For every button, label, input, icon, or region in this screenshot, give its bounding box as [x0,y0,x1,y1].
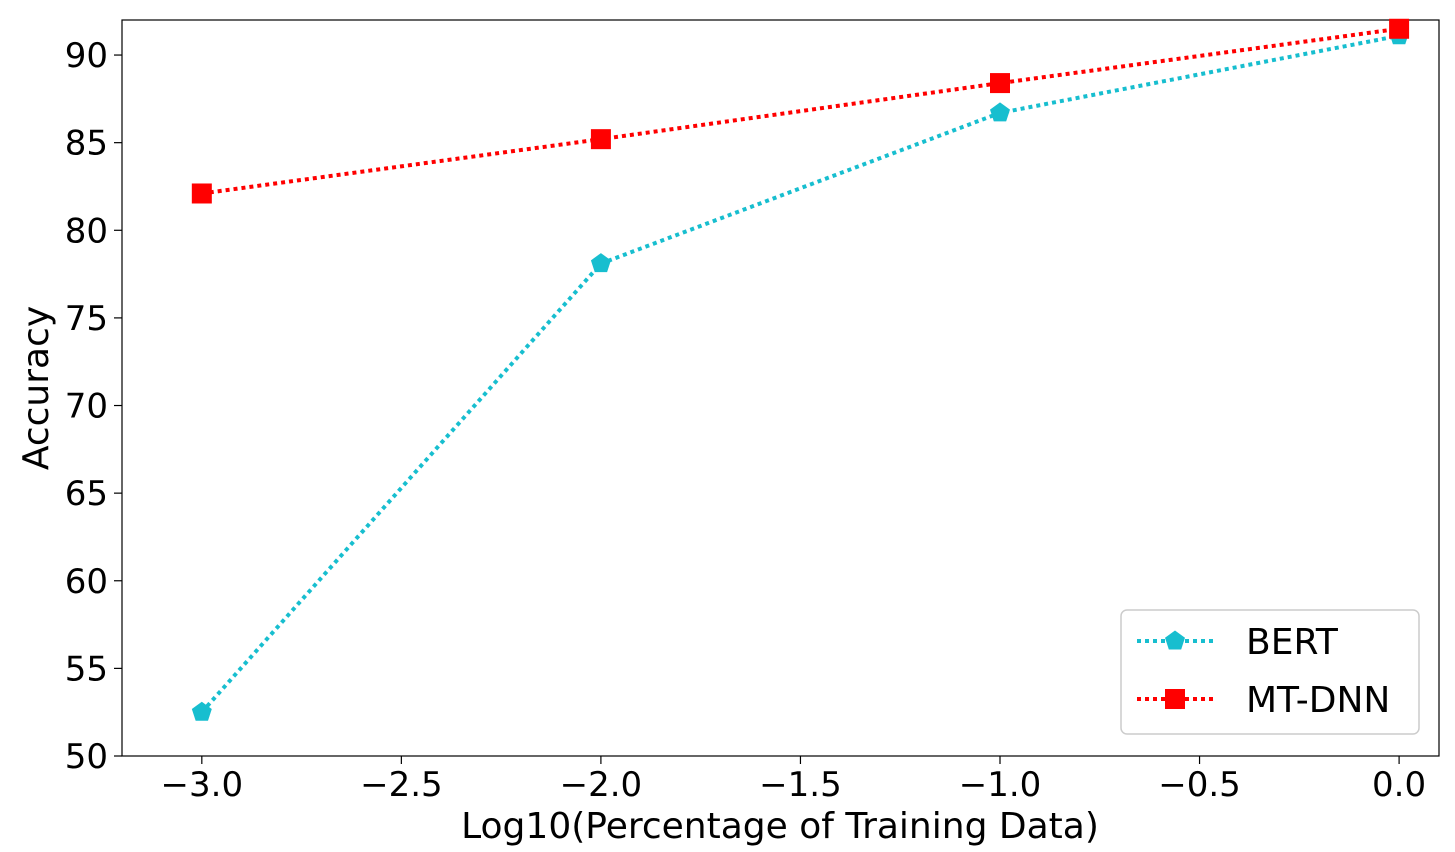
y-axis: 50 55 60 65 70 75 80 85 90 [65,36,122,777]
y-tick-label: 70 [65,387,108,427]
legend-marker-bert [1165,630,1185,650]
data-point-mt-dnn [191,183,212,204]
y-tick-label: 50 [65,737,108,777]
legend-label-bert: BERT [1246,622,1339,663]
series-line-mt-dnn [201,26,1400,196]
legend-marker-mt-dnn [1165,689,1185,709]
y-tick-label: 60 [65,562,108,602]
data-point-mt-dnn [590,129,611,150]
x-tick-label: −0.5 [1158,765,1241,805]
x-tick-label: −1.0 [959,765,1042,805]
x-axis-label: Log10(Percentage of Training Data) [461,806,1099,847]
series-layer [191,18,1410,721]
x-tick-label: 0.0 [1372,765,1426,805]
y-tick-label: 65 [65,474,108,514]
y-tick-label: 90 [65,36,108,76]
legend-entry-bert: BERT [1137,622,1339,663]
data-point-mt-dnn [1389,18,1410,39]
y-tick-label: 55 [65,649,108,689]
series-mt-dnn [191,18,1410,204]
data-point-bert [590,253,611,273]
y-tick-label: 75 [65,299,108,339]
x-tick-label: −2.0 [560,765,643,805]
y-axis-label: Accuracy [16,306,57,470]
x-axis: −3.0 −2.5 −2.0 −1.5 −1.0 −0.5 0.0 [161,756,1426,805]
x-tick-label: −3.0 [161,765,244,805]
data-point-bert [191,701,212,721]
x-tick-label: −2.5 [360,765,443,805]
data-point-mt-dnn [990,73,1010,94]
y-tick-label: 85 [65,124,108,164]
x-tick-label: −1.5 [759,765,842,805]
legend-entry-mt-dnn: MT-DNN [1137,680,1390,721]
legend-label-mt-dnn: MT-DNN [1246,680,1390,721]
legend: BERT MT-DNN [1120,609,1420,735]
data-point-bert [990,102,1010,122]
y-tick-label: 80 [65,211,108,251]
